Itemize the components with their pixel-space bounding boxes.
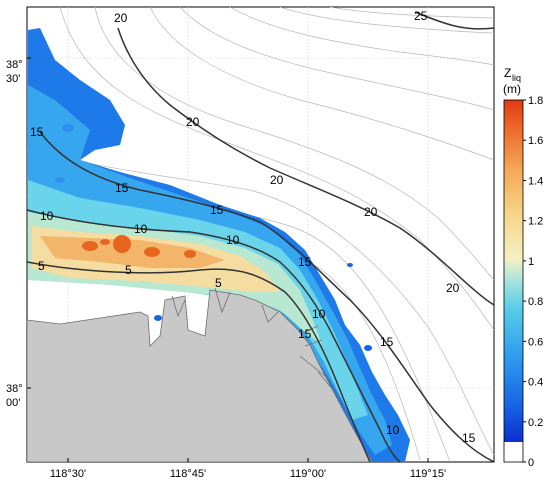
colorbar: Z liq (m) 0 0.2 0.4 0.6 0.8 1 1.2 1.4 1.6 1.8 [503,66,543,469]
colorbar-unit: (m) [503,82,521,96]
colorbar-tick-label: 1.2 [528,216,543,228]
colorbar-tick-label: 1.4 [528,175,543,187]
isobath-label: 15 [298,327,312,341]
isobath-label: 10 [386,423,400,437]
isobath-label: 20 [186,115,200,129]
isobath-label: 15 [462,431,476,445]
colorbar-tick-label: 1.6 [528,135,543,147]
isobath-label: 25 [414,9,428,23]
isobath-label: 15 [115,181,129,195]
colorbar-tick-label: 0.2 [528,417,543,429]
colorbar-tick-label: 1 [528,256,534,268]
isobath-15 [39,131,494,462]
isobath-label: 10 [40,209,54,223]
isobath-label: 20 [364,205,378,219]
lat-tick-deg: 38° [6,383,23,395]
isobath-label: 20 [446,281,460,295]
isobath-label: 10 [312,307,326,321]
isobath-label: 15 [30,125,44,139]
colorbar-ticks: 0 0.2 0.4 0.6 0.8 1 1.2 1.4 1.6 1.8 [523,95,543,469]
colorbar-tick-label: 0.8 [528,296,543,308]
colorbar-tick-label: 0 [528,457,534,469]
colorbar-tick-label: 0.4 [528,377,543,389]
lat-tick-deg: 38° [6,59,23,71]
longitude-ticks: 118°30' 118°45' 119°00' 119°15' [50,458,446,480]
isobath-label: 10 [226,233,240,247]
isobath-label: 15 [298,255,312,269]
latitude-ticks: 38° 30' 38° 00' [6,57,31,409]
isobath-labels: 5 5 5 10 10 10 10 10 15 15 15 15 15 15 1… [30,9,476,445]
isobath-label: 5 [125,263,132,277]
isobath-label: 20 [270,173,284,187]
isobath-label: 5 [38,259,45,273]
harbour-structures [171,287,341,399]
colorbar-tick-label: 0.6 [528,336,543,348]
colorbar-tick-label: 1.8 [528,95,543,107]
lon-tick: 119°00' [290,468,326,480]
lon-tick: 118°30' [50,468,86,480]
isobath-25 [414,11,494,30]
lat-tick-min: 30' [6,73,20,85]
isobath-label: 15 [210,203,224,217]
isobath-10 [27,209,401,462]
lon-tick: 119°15' [410,468,446,480]
coastline-land [27,289,373,462]
colorbar-title-subscript: liq [512,73,521,83]
colorbar-title: Z [504,66,511,80]
isobath-label: 10 [134,222,148,236]
colorbar-scale [503,99,524,463]
isobath-label: 15 [380,335,394,349]
isobath-label: 20 [114,11,128,25]
isobath-5 [27,261,371,462]
lat-tick-min: 00' [6,397,20,409]
isobath-label: 5 [215,276,222,290]
lon-tick: 118°45' [170,468,206,480]
isobaths [27,11,494,462]
isobath-20 [117,27,494,306]
